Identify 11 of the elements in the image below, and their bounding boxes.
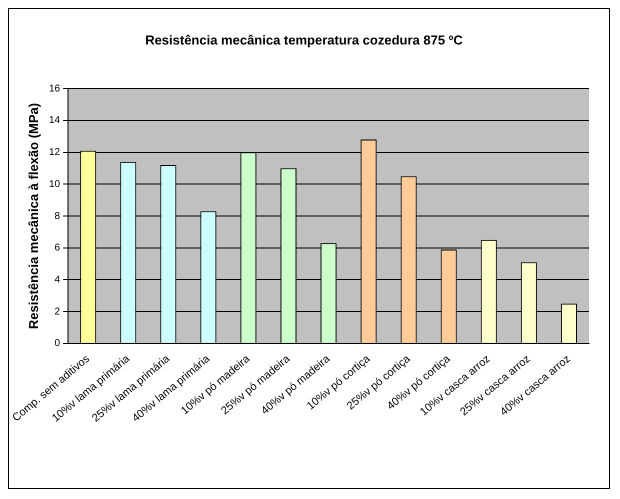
y-tick-label: 10: [48, 178, 61, 190]
y-tick-label: 16: [48, 83, 61, 94]
chart-title: Resistência mecânica temperatura cozedura 875 ºC: [145, 32, 464, 48]
y-tick-label: 14: [48, 115, 61, 126]
y-tick-label: 6: [54, 242, 61, 254]
y-axis-title: Resistência mecânica à flexão (MPa): [26, 102, 41, 330]
y-tick-label: 2: [54, 306, 61, 318]
y-tick-label: 12: [48, 147, 61, 158]
y-tick-label: 0: [54, 338, 61, 350]
y-tick-label: 8: [54, 210, 61, 222]
y-tick-label: 4: [54, 274, 61, 286]
